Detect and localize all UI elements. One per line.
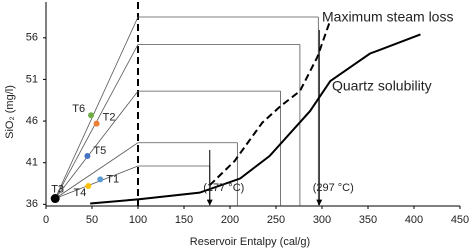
series-line [209, 19, 332, 186]
arrow-label: (177 °C) [203, 182, 244, 194]
x-tick-label: 300 [313, 214, 331, 226]
x-tick-label: 100 [129, 214, 147, 226]
sample-point [93, 120, 100, 127]
y-tick-label: 46 [26, 115, 38, 127]
x-tick-label: 0 [43, 214, 49, 226]
sample-point [97, 176, 104, 183]
series-line [90, 33, 421, 205]
mixing-line [54, 16, 139, 199]
y-tick-label: 56 [26, 32, 38, 44]
point-label: T2 [103, 111, 116, 123]
origin-point [50, 194, 60, 204]
mixing-line [54, 142, 139, 199]
y-tick-label: 41 [26, 157, 38, 169]
mixing-line [54, 90, 139, 199]
mixing-line [55, 165, 139, 199]
y-tick-label: 36 [26, 198, 38, 210]
x-tick-label: 150 [175, 214, 193, 226]
series-label: Maximum steam loss [322, 9, 453, 25]
x-tick-label: 50 [86, 214, 98, 226]
sample-point [84, 153, 91, 160]
y-axis-label: SiO₂ (mg/l) [4, 85, 16, 139]
x-tick-label: 400 [405, 214, 423, 226]
sample-point [88, 112, 95, 119]
y-tick-label: 51 [26, 73, 38, 85]
point-label: T6 [72, 103, 85, 115]
x-tick-label: 250 [267, 214, 285, 226]
series-label: Quartz solubility [332, 78, 432, 94]
point-label: T1 [106, 173, 119, 185]
x-tick-label: 450 [451, 214, 469, 226]
point-label: T5 [93, 145, 106, 157]
x-axis-label: Reservoir Entalpy (cal/g) [190, 236, 310, 248]
sample-point [85, 183, 92, 190]
point-label: T3 [51, 183, 64, 195]
point-label: T4 [73, 187, 86, 199]
x-tick-label: 200 [221, 214, 239, 226]
x-tick-label: 350 [359, 214, 377, 226]
arrow-label: (297 °C) [313, 182, 354, 194]
